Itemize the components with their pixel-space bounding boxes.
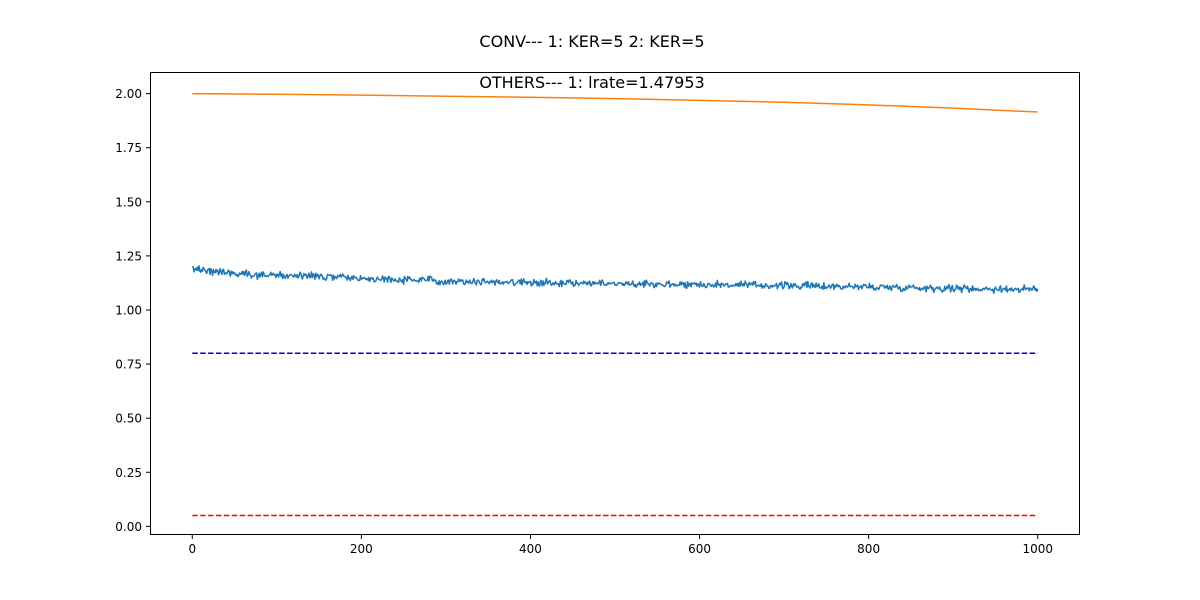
y-tick-label: 2.00 xyxy=(115,87,142,101)
x-tick-label: 800 xyxy=(857,542,880,556)
plot-frame xyxy=(150,72,1080,535)
series-line-reference-curve xyxy=(192,92,1038,113)
y-tick-label: 0.00 xyxy=(115,520,142,534)
y-tick-label: 0.25 xyxy=(115,466,142,480)
y-axis: 0.00 0.25 0.50 0.75 1.00 1.25 1.50 1.75 2.00 xyxy=(115,87,150,534)
x-tick-label: 1000 xyxy=(1022,542,1053,556)
x-tick-label: 200 xyxy=(350,542,373,556)
y-tick-label: 1.50 xyxy=(115,195,142,209)
x-axis: 0 200 400 600 800 1000 xyxy=(188,535,1053,556)
x-tick-label: 600 xyxy=(688,542,711,556)
series-layer xyxy=(191,92,1039,517)
y-tick-label: 1.75 xyxy=(115,141,142,155)
series-line-training-loss xyxy=(191,265,1039,295)
y-tick-label: 1.25 xyxy=(115,249,142,263)
x-tick-label: 0 xyxy=(188,542,196,556)
y-tick-label: 1.00 xyxy=(115,303,142,317)
chart-subtitle: OTHERS--- 1: lrate=1.47953 xyxy=(479,73,704,92)
chart-title: CONV--- 1: KER=5 2: KER=5 xyxy=(479,32,704,51)
y-tick-label: 0.50 xyxy=(115,412,142,426)
y-tick-label: 0.75 xyxy=(115,358,142,372)
x-tick-label: 400 xyxy=(519,542,542,556)
